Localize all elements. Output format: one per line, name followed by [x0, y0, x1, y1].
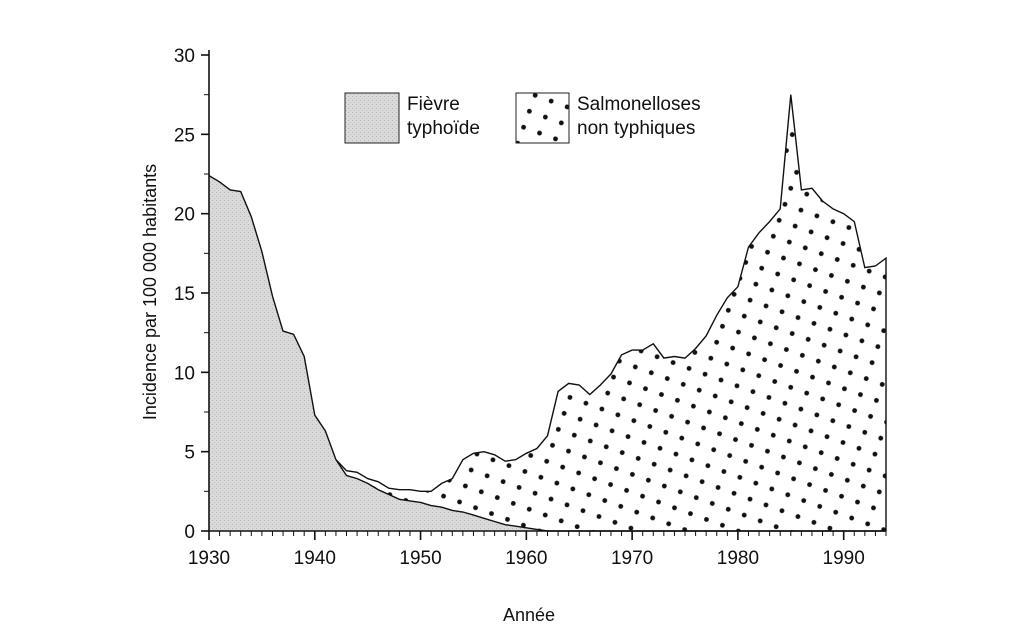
y-tick-label: 15 [174, 284, 195, 305]
series-salmonella-line [335, 94, 887, 531]
x-tick-label: 1960 [505, 548, 547, 569]
y-tick-label: 20 [174, 205, 195, 226]
legend-swatch-typhoid [344, 92, 400, 144]
legend-swatch-salmonella [515, 92, 570, 144]
series-typhoid-area [209, 175, 886, 531]
legend-label-typhoid-line-2: typhoïde [407, 118, 480, 139]
plot-area [208, 94, 887, 532]
x-tick-label: 1970 [611, 548, 653, 569]
series-salmonella-area [335, 94, 886, 531]
legend-label-typhoid-line-1: Fièvre [407, 94, 460, 115]
x-tick-label: 1950 [399, 548, 441, 569]
series-typhoid-line [208, 174, 886, 532]
y-tick-label: 0 [184, 522, 195, 543]
legend-label-salmonella-line-2: non typhiques [577, 118, 695, 139]
y-tick-label: 30 [174, 46, 195, 67]
y-axis-title: Incidence par 100 000 habitants [140, 164, 160, 420]
y-tick-label: 5 [184, 443, 195, 464]
legend-label-salmonella: Salmonelloses non typhiques [577, 94, 706, 139]
y-tick-label: 10 [174, 363, 195, 384]
axes: 0 5 10 15 20 25 30 1930 1940 1950 1960 1970 1980 1990 [174, 46, 887, 569]
y-tick-label: 25 [174, 125, 195, 146]
legend-label-typhoid: Fièvre typhoïde [407, 94, 480, 139]
legend-label-salmonella-line-1: Salmonelloses [577, 94, 701, 115]
legend: Fièvre typhoïde Salmonelloses non typhiq… [344, 92, 706, 144]
x-tick-label: 1980 [717, 548, 759, 569]
x-tick-label: 1930 [188, 548, 230, 569]
x-tick-label: 1940 [294, 548, 336, 569]
x-axis-title: Année [503, 605, 555, 625]
x-tick-label: 1990 [823, 548, 865, 569]
